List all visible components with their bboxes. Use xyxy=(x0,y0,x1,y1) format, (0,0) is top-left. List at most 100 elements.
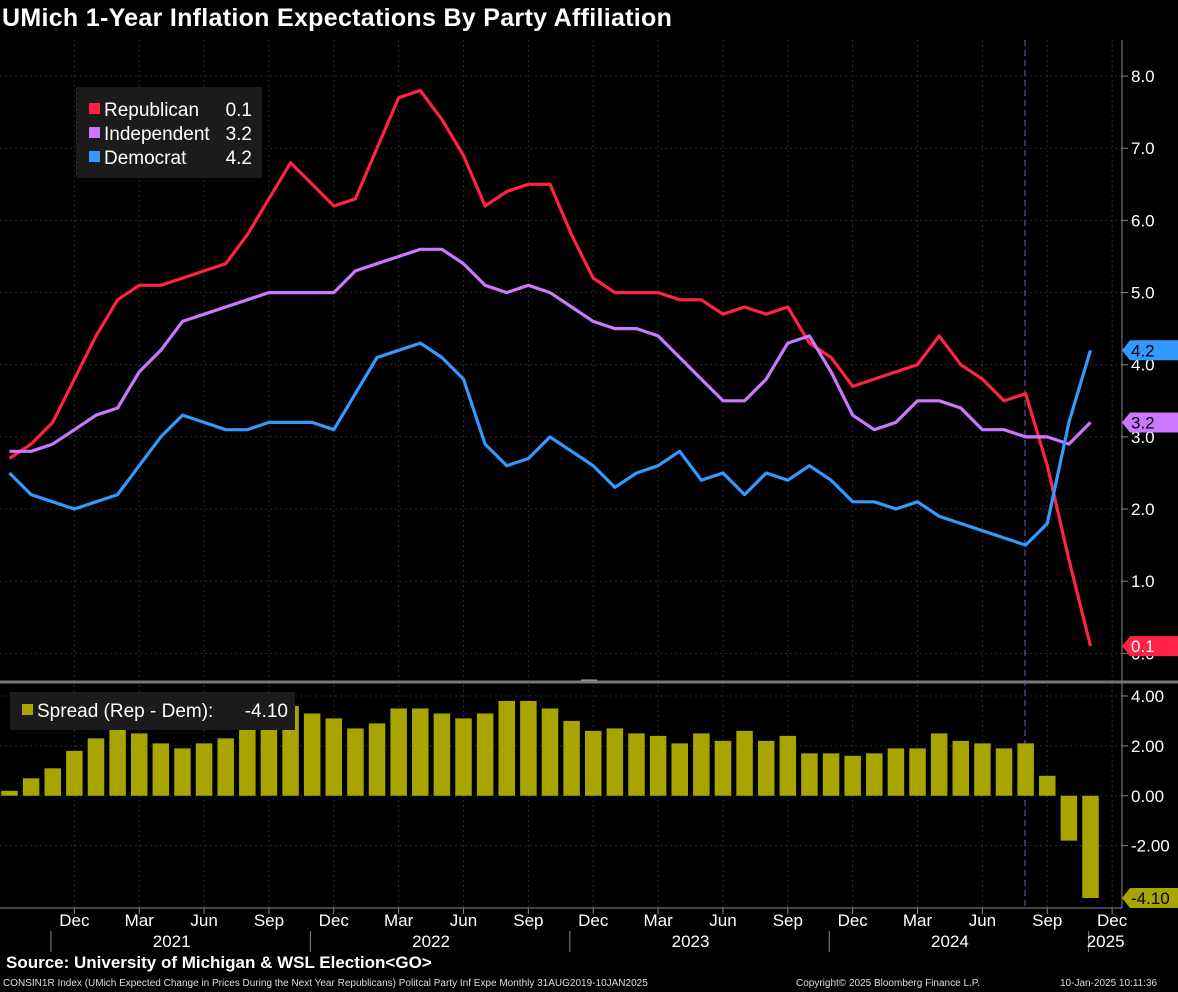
spread-bar xyxy=(239,728,256,796)
y-tick-label: 4.0 xyxy=(1131,356,1155,375)
spread-bar xyxy=(433,713,451,796)
last-value-spread-tag xyxy=(1122,888,1178,909)
x-month-label: Sep xyxy=(254,911,284,930)
spread-bar xyxy=(801,753,818,796)
last-value-democrat-tag xyxy=(1122,340,1178,361)
spread-bar xyxy=(87,738,105,796)
top-legend[interactable]: Republican 0.1 Independent 3.2 Democrat … xyxy=(76,87,262,178)
spread-bar xyxy=(541,708,559,796)
spread-bar xyxy=(368,723,386,796)
spread-bar xyxy=(1,790,18,796)
spread-bar xyxy=(498,700,516,796)
legend-value-democrat: 4.2 xyxy=(226,148,252,169)
legend-swatch-democrat xyxy=(89,151,100,162)
legend-name-independent: Independent xyxy=(104,124,210,145)
x-year-label: 2023 xyxy=(672,932,710,951)
chart-title: UMich 1-Year Inflation Expectations By P… xyxy=(2,4,673,32)
legend-name-democrat: Democrat xyxy=(104,148,187,169)
x-year-label: 2021 xyxy=(153,932,191,951)
spread-bar xyxy=(995,748,1013,796)
spread-bar xyxy=(649,735,667,796)
y-tick-label: 5.0 xyxy=(1131,284,1155,303)
legend-swatch-spread xyxy=(22,704,33,715)
spread-bar xyxy=(325,718,343,796)
spread-bar xyxy=(44,768,61,796)
spread-bar xyxy=(866,753,883,796)
x-year-label: 2022 xyxy=(412,932,450,951)
y-tick-label: 0.00 xyxy=(1131,787,1164,806)
x-month-label: Dec xyxy=(578,911,609,930)
spread-bar xyxy=(347,728,364,796)
spread-bar xyxy=(303,713,321,796)
last-value-spread-text: -4.10 xyxy=(1131,889,1170,908)
bottom-legend[interactable]: Spread (Rep - Dem): -4.10 xyxy=(10,692,295,730)
x-month-label: Jun xyxy=(969,911,996,930)
legend-value-independent: 3.2 xyxy=(226,124,252,145)
spread-bar xyxy=(66,750,83,796)
spread-bar xyxy=(476,713,494,796)
last-value-labels: 4.2 3.2 0.1 -4.10 xyxy=(1122,340,1178,909)
spread-bar xyxy=(1060,795,1078,841)
index-description: CONSIN1R Index (UMich Expected Change in… xyxy=(3,978,648,989)
spread-bar xyxy=(671,743,688,796)
x-month-label: Jun xyxy=(450,911,477,930)
legend-swatch-republican xyxy=(89,103,100,114)
last-value-republican-tag xyxy=(1122,636,1178,657)
spread-bar xyxy=(152,743,170,796)
legend-name-spread: Spread (Rep - Dem): xyxy=(37,701,213,722)
x-month-label: Mar xyxy=(903,911,933,930)
last-value-independent-text: 3.2 xyxy=(1131,413,1155,432)
spread-bar xyxy=(455,718,472,796)
y-tick-label: 8.0 xyxy=(1131,67,1155,86)
x-month-label: Mar xyxy=(643,911,673,930)
timestamp: 10-Jan-2025 10:11:36 xyxy=(1060,978,1158,989)
legend-swatch-independent xyxy=(89,127,100,138)
copyright-notice: Copyright© 2025 Bloomberg Finance L.P. xyxy=(796,978,980,989)
x-month-label: Dec xyxy=(59,911,90,930)
bottom-legend-box xyxy=(10,692,295,730)
spread-bar xyxy=(390,708,407,796)
y-tick-label: 7.0 xyxy=(1131,139,1155,158)
spread-bar xyxy=(693,733,710,796)
spread-bar xyxy=(714,740,732,796)
y-tick-label: 3.0 xyxy=(1131,428,1155,447)
spread-bar xyxy=(887,748,905,796)
spread-bars xyxy=(1,700,1099,899)
x-month-label: Jun xyxy=(709,911,736,930)
y-tick-label: 4.00 xyxy=(1131,687,1164,706)
spread-bar xyxy=(22,778,40,796)
x-month-label: Sep xyxy=(773,911,803,930)
series-line-republican xyxy=(8,88,1093,647)
source-line: Source: University of Michigan & WSL Ele… xyxy=(6,953,432,972)
x-month-label: Sep xyxy=(513,911,543,930)
y-tick-label: 1.0 xyxy=(1131,572,1155,591)
spread-bar xyxy=(909,748,926,796)
spread-bar xyxy=(1017,743,1034,796)
spread-bar xyxy=(174,748,191,796)
spread-bar xyxy=(260,718,278,796)
x-month-label: Mar xyxy=(125,911,155,930)
spread-bar xyxy=(930,733,948,796)
spread-bar xyxy=(412,708,429,796)
y-tick-label: -2.00 xyxy=(1131,837,1170,856)
spread-bar xyxy=(520,700,537,796)
last-value-independent-tag xyxy=(1122,412,1178,433)
spread-bar xyxy=(779,735,797,796)
spread-bar xyxy=(130,733,148,796)
spread-bar xyxy=(757,740,775,796)
spread-bar xyxy=(1082,795,1099,899)
spread-bar xyxy=(844,755,861,796)
horizontal-gridlines xyxy=(0,75,1122,847)
x-month-label: Dec xyxy=(1097,911,1128,930)
last-value-republican-text: 0.1 xyxy=(1131,637,1155,656)
x-month-label: Mar xyxy=(384,911,414,930)
x-axis: Dec Mar Jun Sep Dec Mar Jun Sep Dec Mar Jun Sep Dec M… xyxy=(50,908,1128,952)
spread-bar xyxy=(606,728,624,796)
legend-value-spread: -4.10 xyxy=(245,701,288,722)
x-month-label: Sep xyxy=(1032,911,1062,930)
spread-bar xyxy=(563,720,580,796)
x-year-label: 2025 xyxy=(1087,932,1125,951)
spread-bar xyxy=(974,743,991,796)
spread-bar xyxy=(195,743,213,796)
